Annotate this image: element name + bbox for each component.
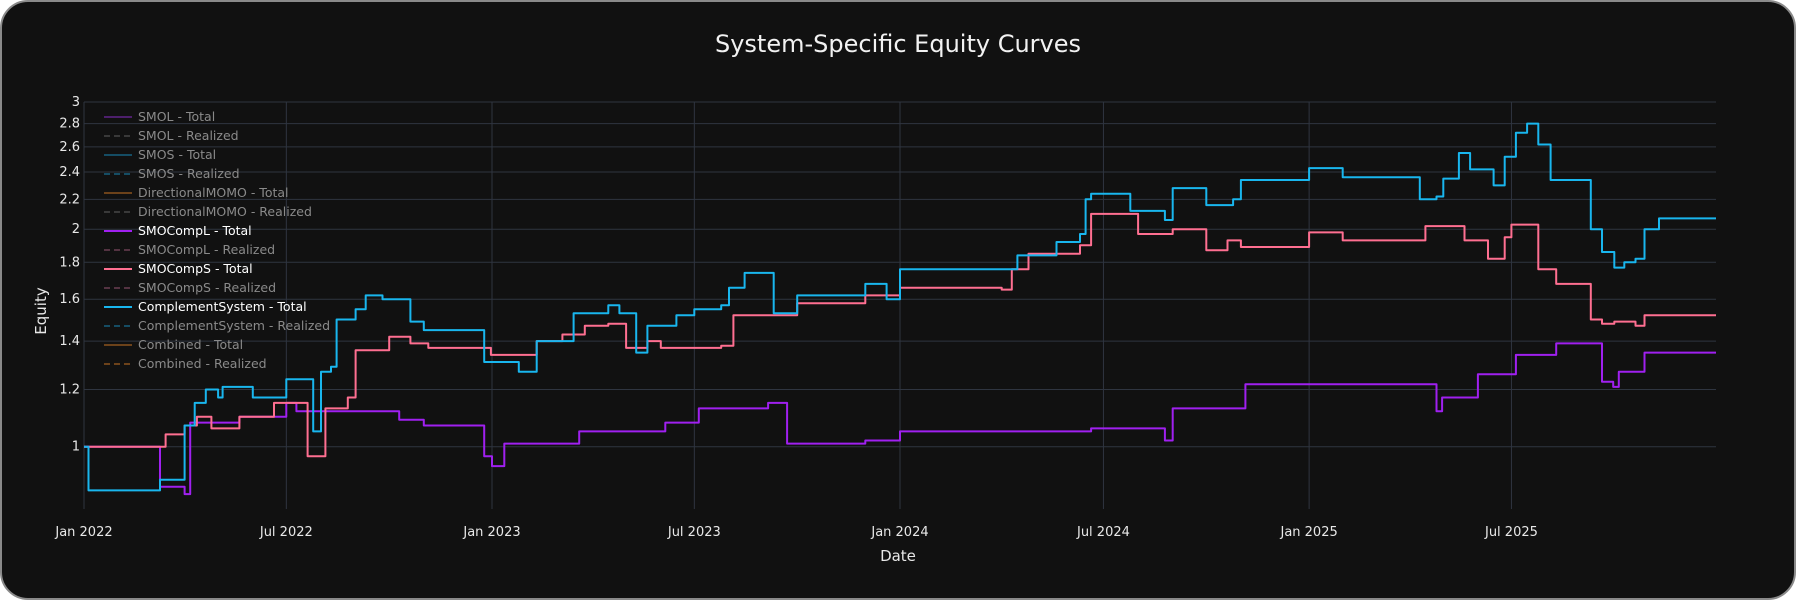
y-tick-label: 2.8	[59, 117, 80, 132]
legend: SMOL - Total SMOL - Realized SMOS - Total S…	[104, 109, 330, 371]
x-tick-label: Jan 2024	[870, 525, 928, 540]
x-tick-labels: Jan 2022 Jul 2022 Jan 2023 Jul 2023 Jan 2024…	[54, 525, 1538, 540]
legend-item-label[interactable]: SMOCompL - Total	[138, 223, 252, 238]
legend-item-label[interactable]: DirectionalMOMO - Total	[138, 185, 289, 200]
x-tick-label: Jan 2023	[462, 525, 520, 540]
legend-item-label[interactable]: Combined - Total	[138, 337, 243, 352]
x-tick-label: Jul 2024	[1076, 525, 1130, 540]
legend-item-label[interactable]: DirectionalMOMO - Realized	[138, 204, 312, 219]
y-tick-label: 1.6	[59, 292, 80, 307]
y-axis-title: Equity	[32, 287, 50, 335]
y-tick-label: 2.2	[59, 192, 80, 207]
series-line-10	[84, 122, 1716, 492]
legend-item-label[interactable]: SMOL - Total	[138, 109, 215, 124]
x-tick-label: Jul 2022	[259, 525, 313, 540]
y-tick-label: 2.4	[59, 165, 80, 180]
y-tick-label: 1.4	[59, 334, 80, 349]
legend-item-label[interactable]: SMOL - Realized	[138, 128, 239, 143]
series-lines	[84, 122, 1716, 496]
legend-item-label[interactable]: SMOS - Total	[138, 147, 216, 162]
x-tick-label: Jan 2022	[54, 525, 112, 540]
y-tick-label: 2	[72, 222, 80, 237]
legend-item-label[interactable]: Combined - Realized	[138, 356, 267, 371]
x-axis-title: Date	[880, 547, 916, 565]
y-tick-label: 1.8	[59, 255, 80, 270]
x-tick-label: Jul 2025	[1484, 525, 1538, 540]
legend-item-label[interactable]: ComplementSystem - Realized	[138, 318, 330, 333]
legend-item-label[interactable]: SMOCompL - Realized	[138, 242, 275, 257]
x-tick-label: Jan 2025	[1279, 525, 1337, 540]
y-tick-label: 1.2	[59, 383, 80, 398]
legend-item-label[interactable]: SMOCompS - Total	[138, 261, 253, 276]
grid	[83, 101, 1716, 509]
legend-item-label[interactable]: SMOS - Realized	[138, 166, 240, 181]
y-tick-label: 1	[72, 440, 80, 455]
legend-item-label[interactable]: SMOCompS - Realized	[138, 280, 276, 295]
y-tick-labels: 1 1.2 1.4 1.6 1.8 2 2.2 2.4 2.6 2.8 3	[59, 95, 80, 455]
y-tick-label: 2.6	[59, 140, 80, 155]
chart-title: System-Specific Equity Curves	[715, 30, 1081, 58]
legend-item-label[interactable]: ComplementSystem - Total	[138, 299, 307, 314]
y-tick-label: 3	[72, 95, 80, 110]
x-tick-label: Jul 2023	[667, 525, 721, 540]
